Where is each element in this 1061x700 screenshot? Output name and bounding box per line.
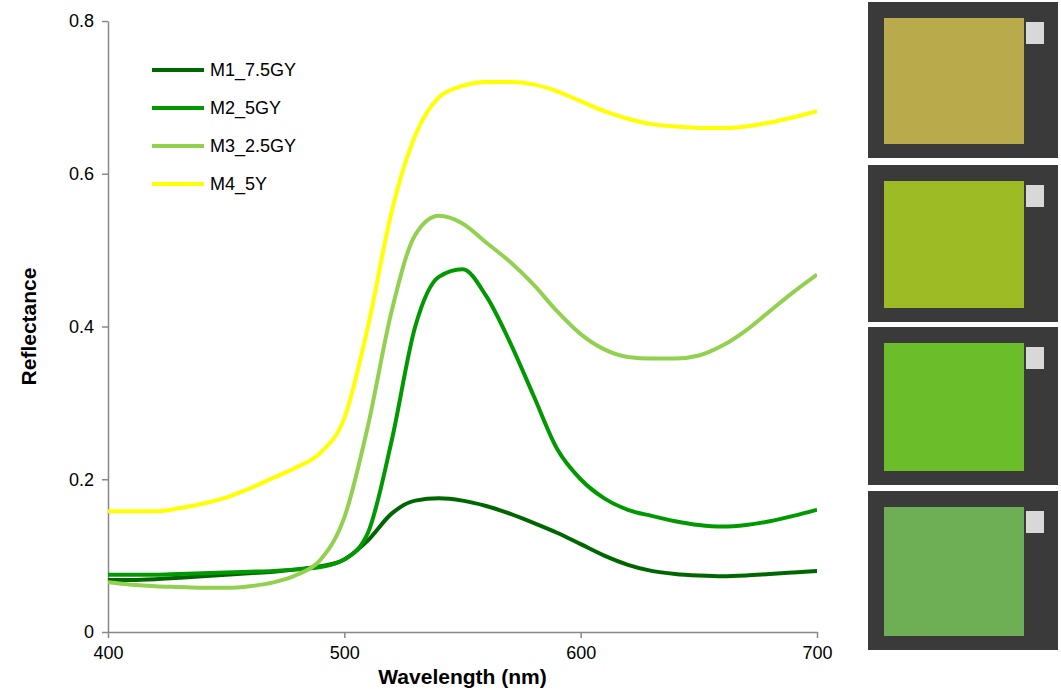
series-line: [108, 82, 817, 511]
color-sample: [884, 343, 1024, 471]
tick-mark: [102, 174, 108, 176]
photo-background: [868, 2, 1058, 158]
color-sample: [884, 18, 1024, 144]
tick: 700: [802, 632, 832, 663]
tick: 0.8: [69, 11, 108, 31]
tick-label: 0: [84, 622, 94, 642]
series-line: [108, 269, 817, 575]
tick-mark: [344, 632, 346, 638]
tick: 0.6: [69, 164, 108, 184]
legend-swatch: [152, 144, 204, 148]
axis-line: [109, 632, 818, 634]
x-axis-title: Wavelength (nm): [378, 665, 546, 688]
tick-label: 700: [802, 643, 832, 663]
clip: [1026, 347, 1044, 369]
clip: [1026, 22, 1044, 44]
sample-photos: [868, 2, 1058, 650]
tick-label: 600: [566, 643, 596, 663]
legend: M1_7.5GY M2_5GY M3_2.5GY M4_5Y: [152, 60, 296, 195]
x-axis: 400 500 600 700: [93, 632, 832, 663]
legend-label: M3_2.5GY: [210, 136, 296, 157]
legend-label: M1_7.5GY: [210, 60, 296, 81]
tick: 0: [84, 622, 108, 642]
photo-background: [868, 327, 1058, 485]
tick-mark: [102, 479, 108, 481]
tick-mark: [580, 632, 582, 638]
tick: 0.4: [69, 317, 108, 337]
plot-area: [108, 82, 817, 588]
series-line: [108, 498, 817, 580]
tick-label: 500: [330, 643, 360, 663]
tick-label: 400: [93, 643, 123, 663]
series-line: [108, 216, 817, 588]
tick-mark: [102, 326, 108, 328]
legend-swatch: [152, 68, 204, 72]
tick: 500: [330, 632, 360, 663]
photo-background: [868, 491, 1058, 650]
tick-mark: [102, 21, 108, 23]
tick: 600: [566, 632, 596, 663]
tick: 0.2: [69, 470, 108, 490]
legend-label: M2_5GY: [210, 98, 281, 119]
color-sample: [884, 181, 1024, 308]
clip: [1026, 511, 1044, 533]
clip: [1026, 185, 1044, 207]
legend-swatch: [152, 182, 204, 186]
chart: 400 500 600 700 0 0.2 0.4 0.6 0.8 Wavelength (nm)…: [0, 0, 1061, 700]
tick-mark: [102, 632, 108, 634]
tick-mark: [817, 632, 819, 638]
photo-background: [868, 165, 1058, 322]
tick: 400: [93, 632, 123, 663]
tick-label: 0.8: [69, 11, 94, 31]
legend-label: M4_5Y: [210, 174, 267, 195]
tick-label: 0.6: [69, 164, 94, 184]
y-axis-title: Reflectance: [17, 268, 40, 386]
tick-label: 0.2: [69, 470, 94, 490]
tick-label: 0.4: [69, 317, 94, 337]
color-sample: [884, 507, 1024, 636]
legend-swatch: [152, 106, 204, 110]
y-axis: 0 0.2 0.4 0.6 0.8: [69, 11, 109, 642]
